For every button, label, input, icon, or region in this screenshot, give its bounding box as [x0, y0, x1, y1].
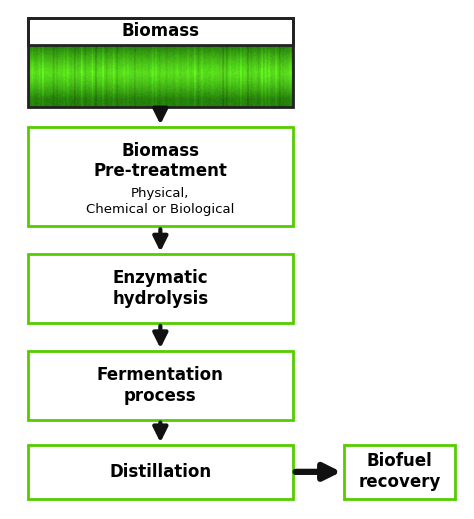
- Text: Distillation: Distillation: [109, 463, 211, 481]
- Text: Biomass
Pre-treatment: Biomass Pre-treatment: [93, 142, 228, 181]
- Text: Physical,
Chemical or Biological: Physical, Chemical or Biological: [86, 187, 235, 216]
- FancyBboxPatch shape: [344, 445, 456, 499]
- FancyBboxPatch shape: [28, 18, 293, 45]
- Text: Enzymatic
hydrolysis: Enzymatic hydrolysis: [112, 269, 209, 308]
- Text: Fermentation
process: Fermentation process: [97, 366, 224, 405]
- FancyBboxPatch shape: [28, 254, 293, 323]
- Text: Biomass: Biomass: [121, 22, 200, 40]
- Text: Biofuel
recovery: Biofuel recovery: [358, 453, 441, 491]
- FancyBboxPatch shape: [28, 127, 293, 226]
- FancyBboxPatch shape: [28, 445, 293, 499]
- FancyBboxPatch shape: [28, 351, 293, 420]
